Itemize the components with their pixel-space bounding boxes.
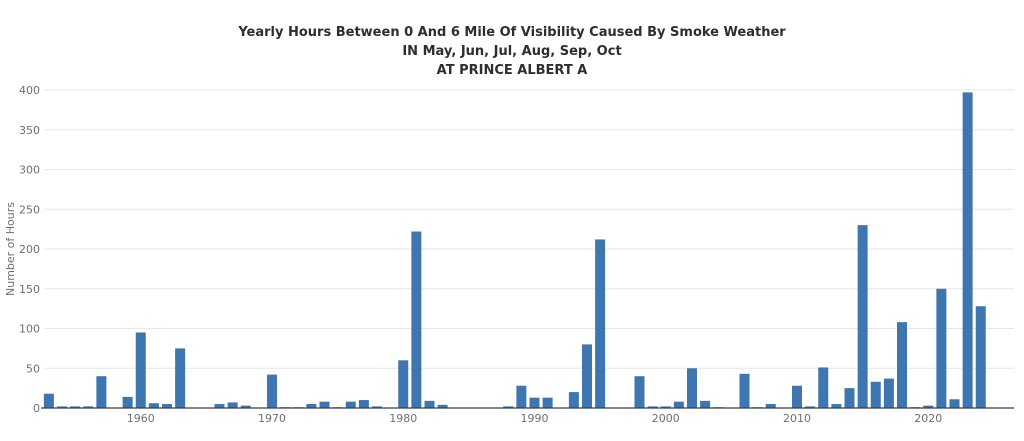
chart-title-line1: Yearly Hours Between 0 And 6 Mile Of Vis… [238, 25, 786, 40]
bar-2002 [687, 368, 697, 408]
x-tick-label-1970: 1970 [258, 412, 286, 425]
y-tick-label-200: 200 [19, 243, 40, 256]
bar-1966 [214, 404, 225, 408]
y-axis-title: Number of Hours [4, 202, 17, 296]
x-tick-label-2020: 2020 [914, 412, 942, 425]
y-tick-label-400: 400 [19, 84, 40, 97]
bar-1956 [83, 406, 94, 408]
bar-1981 [411, 231, 422, 408]
bar-2022 [949, 399, 960, 408]
bar-2014 [844, 388, 855, 408]
bar-2013 [831, 404, 842, 408]
bar-1993 [568, 392, 579, 408]
y-tick-label-250: 250 [19, 203, 40, 216]
bar-1976 [345, 401, 356, 408]
bar-2000 [660, 406, 671, 408]
bar-1989 [516, 385, 527, 408]
x-tick-label-1980: 1980 [389, 412, 417, 425]
bar-2001 [673, 401, 684, 408]
bar-2008 [765, 404, 776, 408]
bar-2010 [792, 385, 802, 408]
bar-1983 [437, 404, 448, 408]
bar-1977 [358, 400, 369, 408]
bar-2006 [739, 373, 750, 408]
bar-2017 [883, 378, 894, 408]
bar-1954 [57, 406, 67, 408]
bar-2020 [923, 405, 934, 408]
bar-1957 [96, 376, 107, 408]
bar-1995 [595, 239, 606, 408]
bar-1988 [503, 406, 514, 408]
bar-2016 [870, 381, 881, 408]
bar-1994 [582, 344, 592, 408]
x-tick-label-1960: 1960 [127, 412, 155, 425]
bar-2023 [962, 92, 973, 408]
bar-2018 [897, 322, 907, 408]
bar-1961 [148, 403, 159, 408]
bar-1968 [240, 405, 251, 408]
bar-1999 [647, 406, 658, 408]
bar-1990 [529, 397, 540, 408]
chart-title-line2: IN May, Jun, Jul, Aug, Sep, Oct [402, 44, 622, 59]
bar-1998 [634, 376, 645, 408]
x-tick-label-2010: 2010 [783, 412, 811, 425]
bar-1970 [267, 374, 277, 408]
bar-2015 [857, 225, 868, 408]
bar-1962 [162, 404, 172, 408]
bar-2011 [805, 406, 816, 408]
bar-2003 [700, 400, 711, 408]
y-tick-label-100: 100 [19, 323, 40, 336]
bar-1960 [135, 332, 146, 408]
y-tick-label-50: 50 [26, 362, 40, 375]
bar-1955 [70, 406, 81, 408]
y-tick-label-300: 300 [19, 164, 40, 177]
y-tick-label-0: 0 [33, 402, 40, 415]
bar-2012 [818, 367, 829, 408]
chart-title-line3: AT PRINCE ALBERT A [436, 63, 588, 78]
bar-1978 [372, 406, 382, 408]
x-tick-label-2000: 2000 [652, 412, 680, 425]
y-tick-label-150: 150 [19, 283, 40, 296]
bar-1974 [319, 401, 330, 408]
bar-1991 [542, 397, 553, 408]
bar-1963 [175, 348, 186, 408]
bar-2021 [936, 288, 947, 408]
bar-1973 [306, 404, 317, 408]
bar-1959 [122, 396, 133, 408]
bar-2024 [975, 306, 986, 408]
bar-1967 [227, 402, 238, 408]
bar-1980 [398, 360, 409, 408]
y-tick-label-350: 350 [19, 124, 40, 137]
bar-1982 [424, 400, 435, 408]
chart-title: Yearly Hours Between 0 And 6 Mile Of Vis… [0, 23, 1024, 80]
bar-1953 [43, 393, 54, 408]
x-tick-label-1990: 1990 [521, 412, 549, 425]
